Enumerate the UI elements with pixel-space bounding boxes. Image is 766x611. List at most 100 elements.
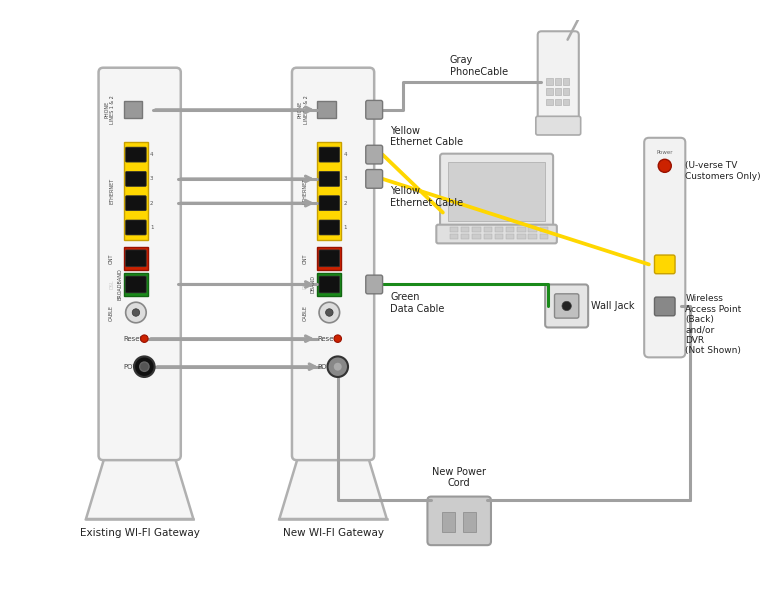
- Text: PHONE
LINES 1 & 2: PHONE LINES 1 & 2: [298, 95, 309, 124]
- FancyBboxPatch shape: [126, 172, 146, 186]
- FancyBboxPatch shape: [319, 172, 339, 186]
- Text: New WI-FI Gateway: New WI-FI Gateway: [283, 529, 384, 538]
- Bar: [450, 234, 458, 239]
- FancyBboxPatch shape: [366, 145, 382, 164]
- FancyBboxPatch shape: [440, 154, 553, 229]
- FancyBboxPatch shape: [126, 196, 146, 211]
- Bar: [529, 227, 537, 232]
- Text: 4: 4: [150, 152, 153, 157]
- FancyBboxPatch shape: [654, 297, 675, 316]
- Bar: [495, 227, 503, 232]
- Text: Reset: Reset: [124, 335, 143, 342]
- Bar: [483, 227, 492, 232]
- FancyBboxPatch shape: [126, 147, 146, 162]
- FancyBboxPatch shape: [126, 220, 146, 235]
- Text: New Power
Cord: New Power Cord: [432, 467, 486, 488]
- FancyBboxPatch shape: [555, 294, 579, 318]
- Bar: [483, 234, 492, 239]
- FancyBboxPatch shape: [545, 285, 588, 327]
- FancyBboxPatch shape: [536, 116, 581, 135]
- Text: BROADBAND: BROADBAND: [117, 269, 123, 301]
- Bar: [506, 234, 514, 239]
- Bar: [563, 98, 569, 105]
- Text: CABLE: CABLE: [109, 304, 114, 321]
- Bar: [555, 88, 561, 95]
- Text: POWER: POWER: [317, 364, 342, 370]
- Circle shape: [126, 302, 146, 323]
- Bar: [563, 88, 569, 95]
- Bar: [124, 273, 148, 296]
- Text: POWER: POWER: [124, 364, 149, 370]
- FancyBboxPatch shape: [427, 497, 491, 545]
- Text: Green
Data Cable: Green Data Cable: [390, 292, 444, 313]
- Bar: [124, 142, 148, 240]
- Polygon shape: [86, 455, 193, 519]
- Bar: [546, 98, 552, 105]
- FancyBboxPatch shape: [319, 196, 339, 211]
- FancyBboxPatch shape: [644, 138, 686, 357]
- FancyBboxPatch shape: [126, 250, 146, 267]
- Text: 1: 1: [150, 225, 153, 230]
- Text: DBAND: DBAND: [311, 276, 316, 293]
- FancyBboxPatch shape: [437, 225, 557, 243]
- Bar: [563, 78, 569, 84]
- FancyBboxPatch shape: [366, 170, 382, 188]
- Bar: [461, 234, 470, 239]
- FancyBboxPatch shape: [319, 276, 339, 293]
- Bar: [317, 142, 342, 240]
- Bar: [448, 162, 545, 221]
- Circle shape: [658, 159, 671, 172]
- FancyBboxPatch shape: [366, 275, 382, 294]
- FancyBboxPatch shape: [538, 31, 579, 123]
- Text: ETHERNET: ETHERNET: [303, 178, 307, 204]
- Circle shape: [328, 356, 348, 377]
- FancyBboxPatch shape: [99, 68, 181, 460]
- Circle shape: [333, 362, 342, 371]
- Bar: [473, 234, 481, 239]
- Text: Wall Jack: Wall Jack: [591, 301, 634, 311]
- FancyBboxPatch shape: [126, 276, 146, 293]
- Bar: [555, 98, 561, 105]
- FancyBboxPatch shape: [292, 68, 374, 460]
- Circle shape: [562, 301, 571, 310]
- Bar: [539, 234, 548, 239]
- Circle shape: [326, 309, 333, 316]
- Bar: [495, 234, 503, 239]
- Text: (U-verse TV
Customers Only): (U-verse TV Customers Only): [686, 161, 761, 180]
- Text: ONT: ONT: [109, 253, 114, 263]
- Text: 2: 2: [150, 200, 153, 206]
- Bar: [450, 227, 458, 232]
- Bar: [443, 511, 456, 532]
- Text: 4: 4: [343, 152, 347, 157]
- Bar: [461, 227, 470, 232]
- Text: 2: 2: [343, 200, 347, 206]
- Text: Gray
PhoneCable: Gray PhoneCable: [450, 56, 508, 77]
- Text: DSL: DSL: [109, 280, 114, 289]
- Bar: [517, 234, 525, 239]
- Text: Existing WI-FI Gateway: Existing WI-FI Gateway: [80, 529, 200, 538]
- Polygon shape: [280, 455, 387, 519]
- Circle shape: [134, 356, 155, 377]
- FancyBboxPatch shape: [319, 220, 339, 235]
- Bar: [517, 227, 525, 232]
- Bar: [546, 88, 552, 95]
- Text: ETHERNET: ETHERNET: [109, 178, 114, 204]
- Bar: [539, 227, 548, 232]
- Text: 1: 1: [343, 225, 347, 230]
- FancyBboxPatch shape: [654, 255, 675, 274]
- Text: CABLE: CABLE: [303, 304, 307, 321]
- Circle shape: [133, 309, 139, 316]
- Bar: [124, 101, 142, 118]
- Text: ONT: ONT: [303, 253, 307, 263]
- Bar: [317, 273, 342, 296]
- Text: Yellow
Ethernet Cable: Yellow Ethernet Cable: [390, 186, 463, 208]
- Circle shape: [141, 335, 148, 342]
- Text: PHONE
LINES 1 & 2: PHONE LINES 1 & 2: [104, 95, 115, 124]
- Bar: [506, 227, 514, 232]
- Circle shape: [334, 335, 342, 342]
- Bar: [463, 511, 476, 532]
- Bar: [317, 101, 336, 118]
- Text: Reset: Reset: [317, 335, 336, 342]
- Text: 3: 3: [150, 177, 153, 181]
- Circle shape: [319, 302, 339, 323]
